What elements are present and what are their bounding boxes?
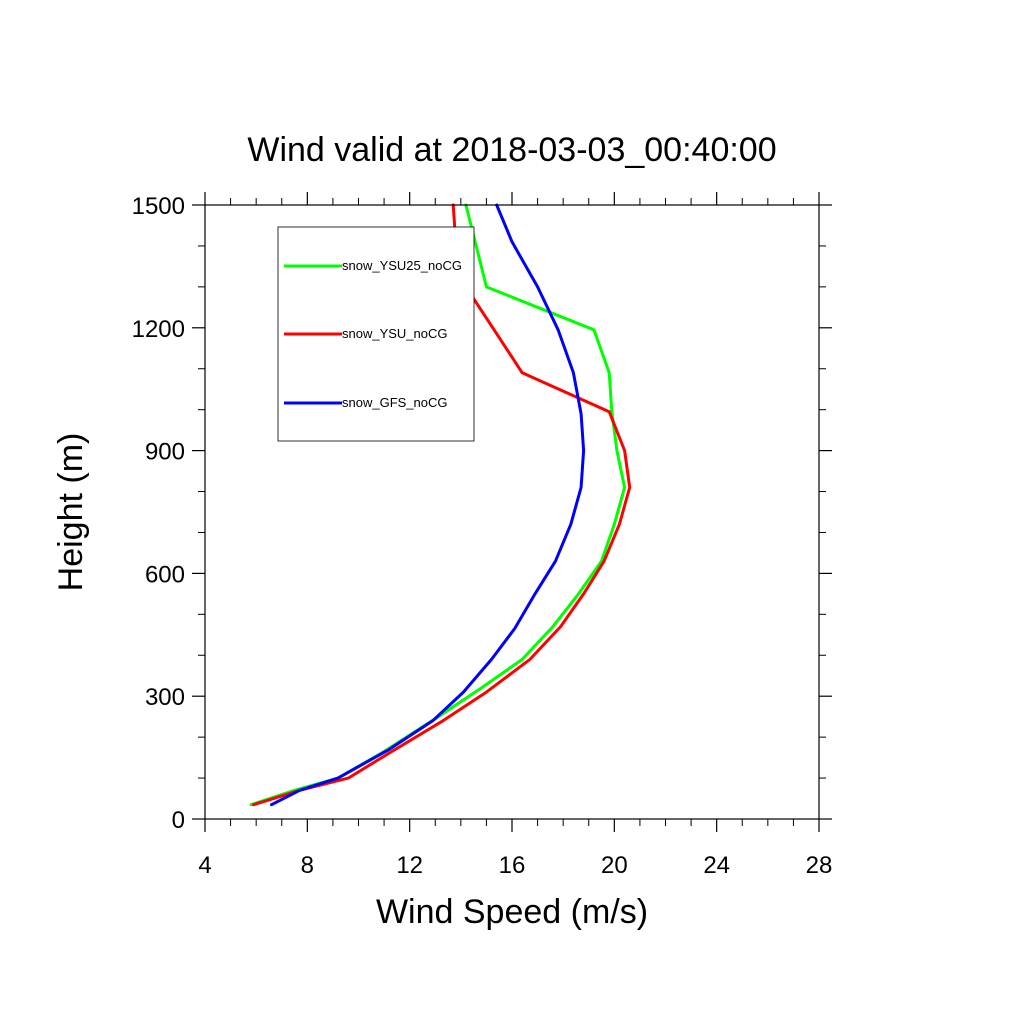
y-tick-label: 900 [145, 439, 185, 466]
y-axis-label: Height (m) [52, 433, 90, 592]
x-tick-label: 20 [601, 852, 628, 879]
legend: snow_YSU25_noCG snow_YSU_noCG snow_GFS_noC… [277, 226, 475, 442]
y-tick-label: 1200 [132, 316, 185, 343]
legend-label: snow_YSU25_noCG [342, 258, 462, 273]
y-tick-label: 0 [172, 807, 185, 834]
x-axis-label: Wind Speed (m/s) [376, 893, 648, 931]
x-tick-label: 12 [396, 852, 423, 879]
x-tick-label: 4 [198, 852, 211, 879]
x-tick-label: 24 [703, 852, 730, 879]
plot-frame [204, 204, 820, 820]
legend-label: snow_GFS_noCG [342, 395, 448, 410]
legend-label: snow_YSU_noCG [342, 326, 448, 341]
series-lines [249, 203, 632, 807]
y-tick-label: 300 [145, 684, 185, 711]
x-tick-labels: 4 8 12 16 20 24 28 [198, 852, 832, 879]
chart-title: Wind valid at 2018-03-03_00:40:00 [247, 131, 776, 169]
series-line-snow_YSU_noCG [252, 203, 632, 807]
y-tick-labels: 0 300 600 900 1200 1500 [132, 193, 185, 834]
axis-ticks [192, 192, 832, 832]
series-line-snow_GFS_noCG [270, 203, 586, 807]
x-tick-label: 28 [806, 852, 833, 879]
x-tick-label: 8 [301, 852, 314, 879]
legend-items: snow_YSU25_noCG snow_YSU_noCG snow_GFS_noC… [284, 258, 462, 410]
y-tick-label: 600 [145, 561, 185, 588]
y-tick-label: 1500 [132, 193, 185, 220]
x-tick-label: 16 [499, 852, 526, 879]
